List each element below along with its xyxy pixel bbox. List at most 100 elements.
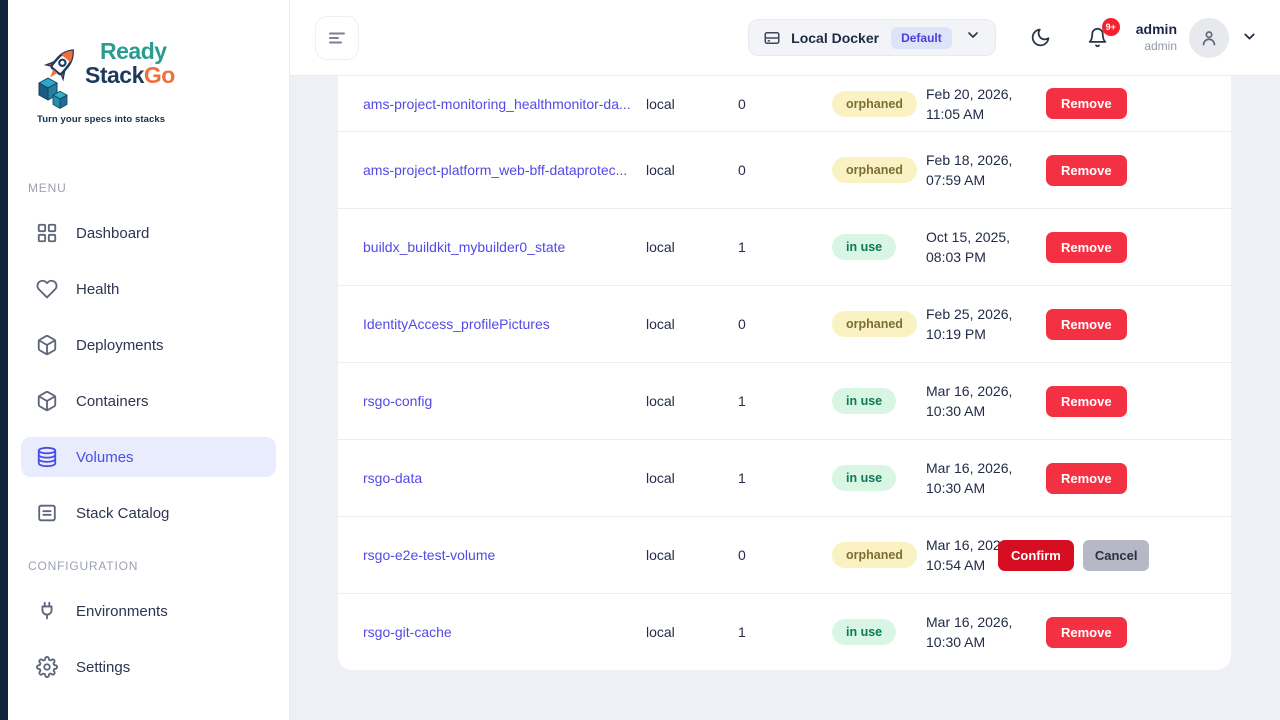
status-badge: orphaned <box>832 157 917 183</box>
cube-icon <box>37 334 57 356</box>
volume-name-link[interactable]: rsgo-config <box>363 393 433 409</box>
status-badge: in use <box>832 388 897 414</box>
volume-driver: local <box>646 162 675 178</box>
sidebar-item-deployments[interactable]: Deployments <box>21 325 276 365</box>
volume-driver: local <box>646 547 675 563</box>
cancel-remove-button[interactable]: Cancel <box>1082 539 1150 571</box>
top-header: Local Docker Default 9+ admin admin <box>290 0 1280 76</box>
status-badge: orphaned <box>832 311 917 337</box>
cube-icon <box>37 390 57 412</box>
sidebar-item-containers[interactable]: Containers <box>21 381 276 421</box>
sidebar-config-list: Environments Settings <box>8 591 289 687</box>
table-row: rsgo-config local 1 in use Mar 16, 2026,… <box>338 362 1231 439</box>
sidebar-menu-list: Dashboard Health Deployments Containers … <box>8 213 289 533</box>
volume-container-count: 0 <box>738 162 746 178</box>
plug-icon <box>41 601 53 620</box>
volume-name-link[interactable]: rsgo-e2e-test-volume <box>363 547 496 563</box>
catalog-list-icon <box>38 504 56 522</box>
moon-icon <box>1031 28 1050 47</box>
volume-container-count: 0 <box>738 95 746 112</box>
volume-created-date: Mar 16, 2026, 10:30 AM <box>926 614 1013 650</box>
volume-name-link[interactable]: ams-project-platform_web-bff-dataprotec.… <box>363 162 628 178</box>
chevron-down-icon <box>965 27 981 48</box>
environment-selector[interactable]: Local Docker Default <box>748 19 996 56</box>
hamburger-icon <box>329 32 345 43</box>
volume-name-link[interactable]: buildx_buildkit_mybuilder0_state <box>363 239 566 255</box>
heart-icon <box>36 279 58 299</box>
gear-icon <box>36 656 58 678</box>
sidebar-section-menu: MENU <box>28 181 67 195</box>
avatar[interactable] <box>1189 17 1229 58</box>
volume-name-link[interactable]: IdentityAccess_profilePictures <box>363 316 550 332</box>
volume-container-count: 1 <box>738 239 746 255</box>
status-badge: orphaned <box>832 90 917 117</box>
table-row-pending-confirmation: rsgo-e2e-test-volume local 0 orphaned Ma… <box>338 516 1231 593</box>
volume-driver: local <box>646 316 675 332</box>
remove-button[interactable]: Remove <box>1046 462 1127 494</box>
bell-icon <box>1088 27 1107 48</box>
content-area: ams-project-monitoring_healthmonitor-da.… <box>290 76 1280 720</box>
volume-created-date: Feb 18, 2026, 07:59 AM <box>926 152 1013 188</box>
table-row: buildx_buildkit_mybuilder0_state local 1… <box>338 208 1231 285</box>
user-role: admin <box>1144 38 1177 53</box>
server-icon <box>764 31 780 44</box>
remove-button[interactable]: Remove <box>1046 154 1127 186</box>
sidebar-item-settings[interactable]: Settings <box>21 647 276 687</box>
sidebar-item-stack-catalog[interactable]: Environments Stack Catalog <box>21 493 276 533</box>
notification-count-badge: 9+ <box>1101 18 1120 36</box>
table-row: rsgo-git-cache local 1 in use Mar 16, 20… <box>338 593 1231 670</box>
sidebar-section-configuration: CONFIGURATION <box>28 559 139 573</box>
remove-button[interactable]: Remove <box>1046 308 1127 340</box>
user-info[interactable]: admin admin <box>1136 21 1177 54</box>
table-row: rsgo-data local 1 in use Mar 16, 2026, 10… <box>338 439 1231 516</box>
environment-name: Local Docker <box>791 29 880 46</box>
sidebar-item-health[interactable]: Health <box>21 269 276 309</box>
table-row: IdentityAccess_profilePictures local 0 o… <box>338 285 1231 362</box>
confirm-remove-button[interactable]: Confirm <box>998 539 1074 571</box>
status-badge: orphaned <box>832 542 917 568</box>
volume-created-date: Feb 20, 2026, 11:05 AM <box>926 85 1013 122</box>
theme-toggle-button[interactable] <box>1030 27 1051 48</box>
volume-created-date: Oct 15, 2025, 08:03 PM <box>926 229 1011 265</box>
sidebar-item-dashboard[interactable]: Dashboard <box>21 213 276 253</box>
volume-container-count: 1 <box>738 393 746 409</box>
remove-button[interactable]: Remove <box>1046 616 1127 648</box>
volume-created-date: Mar 16, 2026, 10:30 AM <box>926 460 1013 496</box>
volume-name-link[interactable]: rsgo-data <box>363 470 423 486</box>
volumes-table-card: ams-project-monitoring_healthmonitor-da.… <box>338 76 1231 670</box>
table-row: ams-project-monitoring_healthmonitor-da.… <box>338 76 1231 131</box>
main-area: Local Docker Default 9+ admin admin <box>290 0 1280 720</box>
remove-button[interactable]: Remove <box>1046 88 1127 119</box>
volume-created-date: Mar 16, 2026, 10:30 AM <box>926 383 1013 419</box>
volume-created-date: Mar 16, 2026, 10:54 AM <box>926 537 1013 573</box>
volume-name-link[interactable]: rsgo-git-cache <box>363 624 452 640</box>
logo-text-stackgo: StackGo <box>85 62 175 88</box>
volume-container-count: 0 <box>738 547 746 563</box>
table-row: ams-project-platform_web-bff-dataprotec.… <box>338 131 1231 208</box>
volume-container-count: 1 <box>738 624 746 640</box>
remove-button[interactable]: Remove <box>1046 231 1127 263</box>
status-badge: in use <box>832 619 897 645</box>
logo-text-ready: Ready <box>100 38 167 64</box>
volume-name-link[interactable]: ams-project-monitoring_healthmonitor-da.… <box>363 95 631 112</box>
remove-button[interactable]: Remove <box>1046 385 1127 417</box>
sidebar-item-volumes[interactable]: Volumes <box>21 437 276 477</box>
logo-tagline: Turn your specs into stacks <box>37 114 166 125</box>
volume-driver: local <box>646 624 675 640</box>
volume-container-count: 1 <box>738 470 746 486</box>
volume-driver: local <box>646 470 675 486</box>
notifications-button[interactable]: 9+ <box>1087 18 1120 48</box>
database-icon <box>37 446 57 468</box>
environment-default-badge: Default <box>891 26 952 49</box>
status-badge: in use <box>832 465 897 491</box>
sidebar-item-environments[interactable]: Environments <box>21 591 276 631</box>
sidebar-toggle-button[interactable] <box>315 15 359 60</box>
rocket-and-cubes-logo-icon <box>38 49 74 109</box>
volume-driver: local <box>646 95 675 112</box>
person-icon <box>1202 30 1216 46</box>
volume-driver: local <box>646 393 675 409</box>
status-badge: in use <box>832 234 897 260</box>
chevron-down-icon <box>1244 33 1255 39</box>
user-menu-chevron-button[interactable] <box>1241 28 1258 48</box>
sidebar: Ready StackGo Turn your specs into stack… <box>0 0 290 720</box>
